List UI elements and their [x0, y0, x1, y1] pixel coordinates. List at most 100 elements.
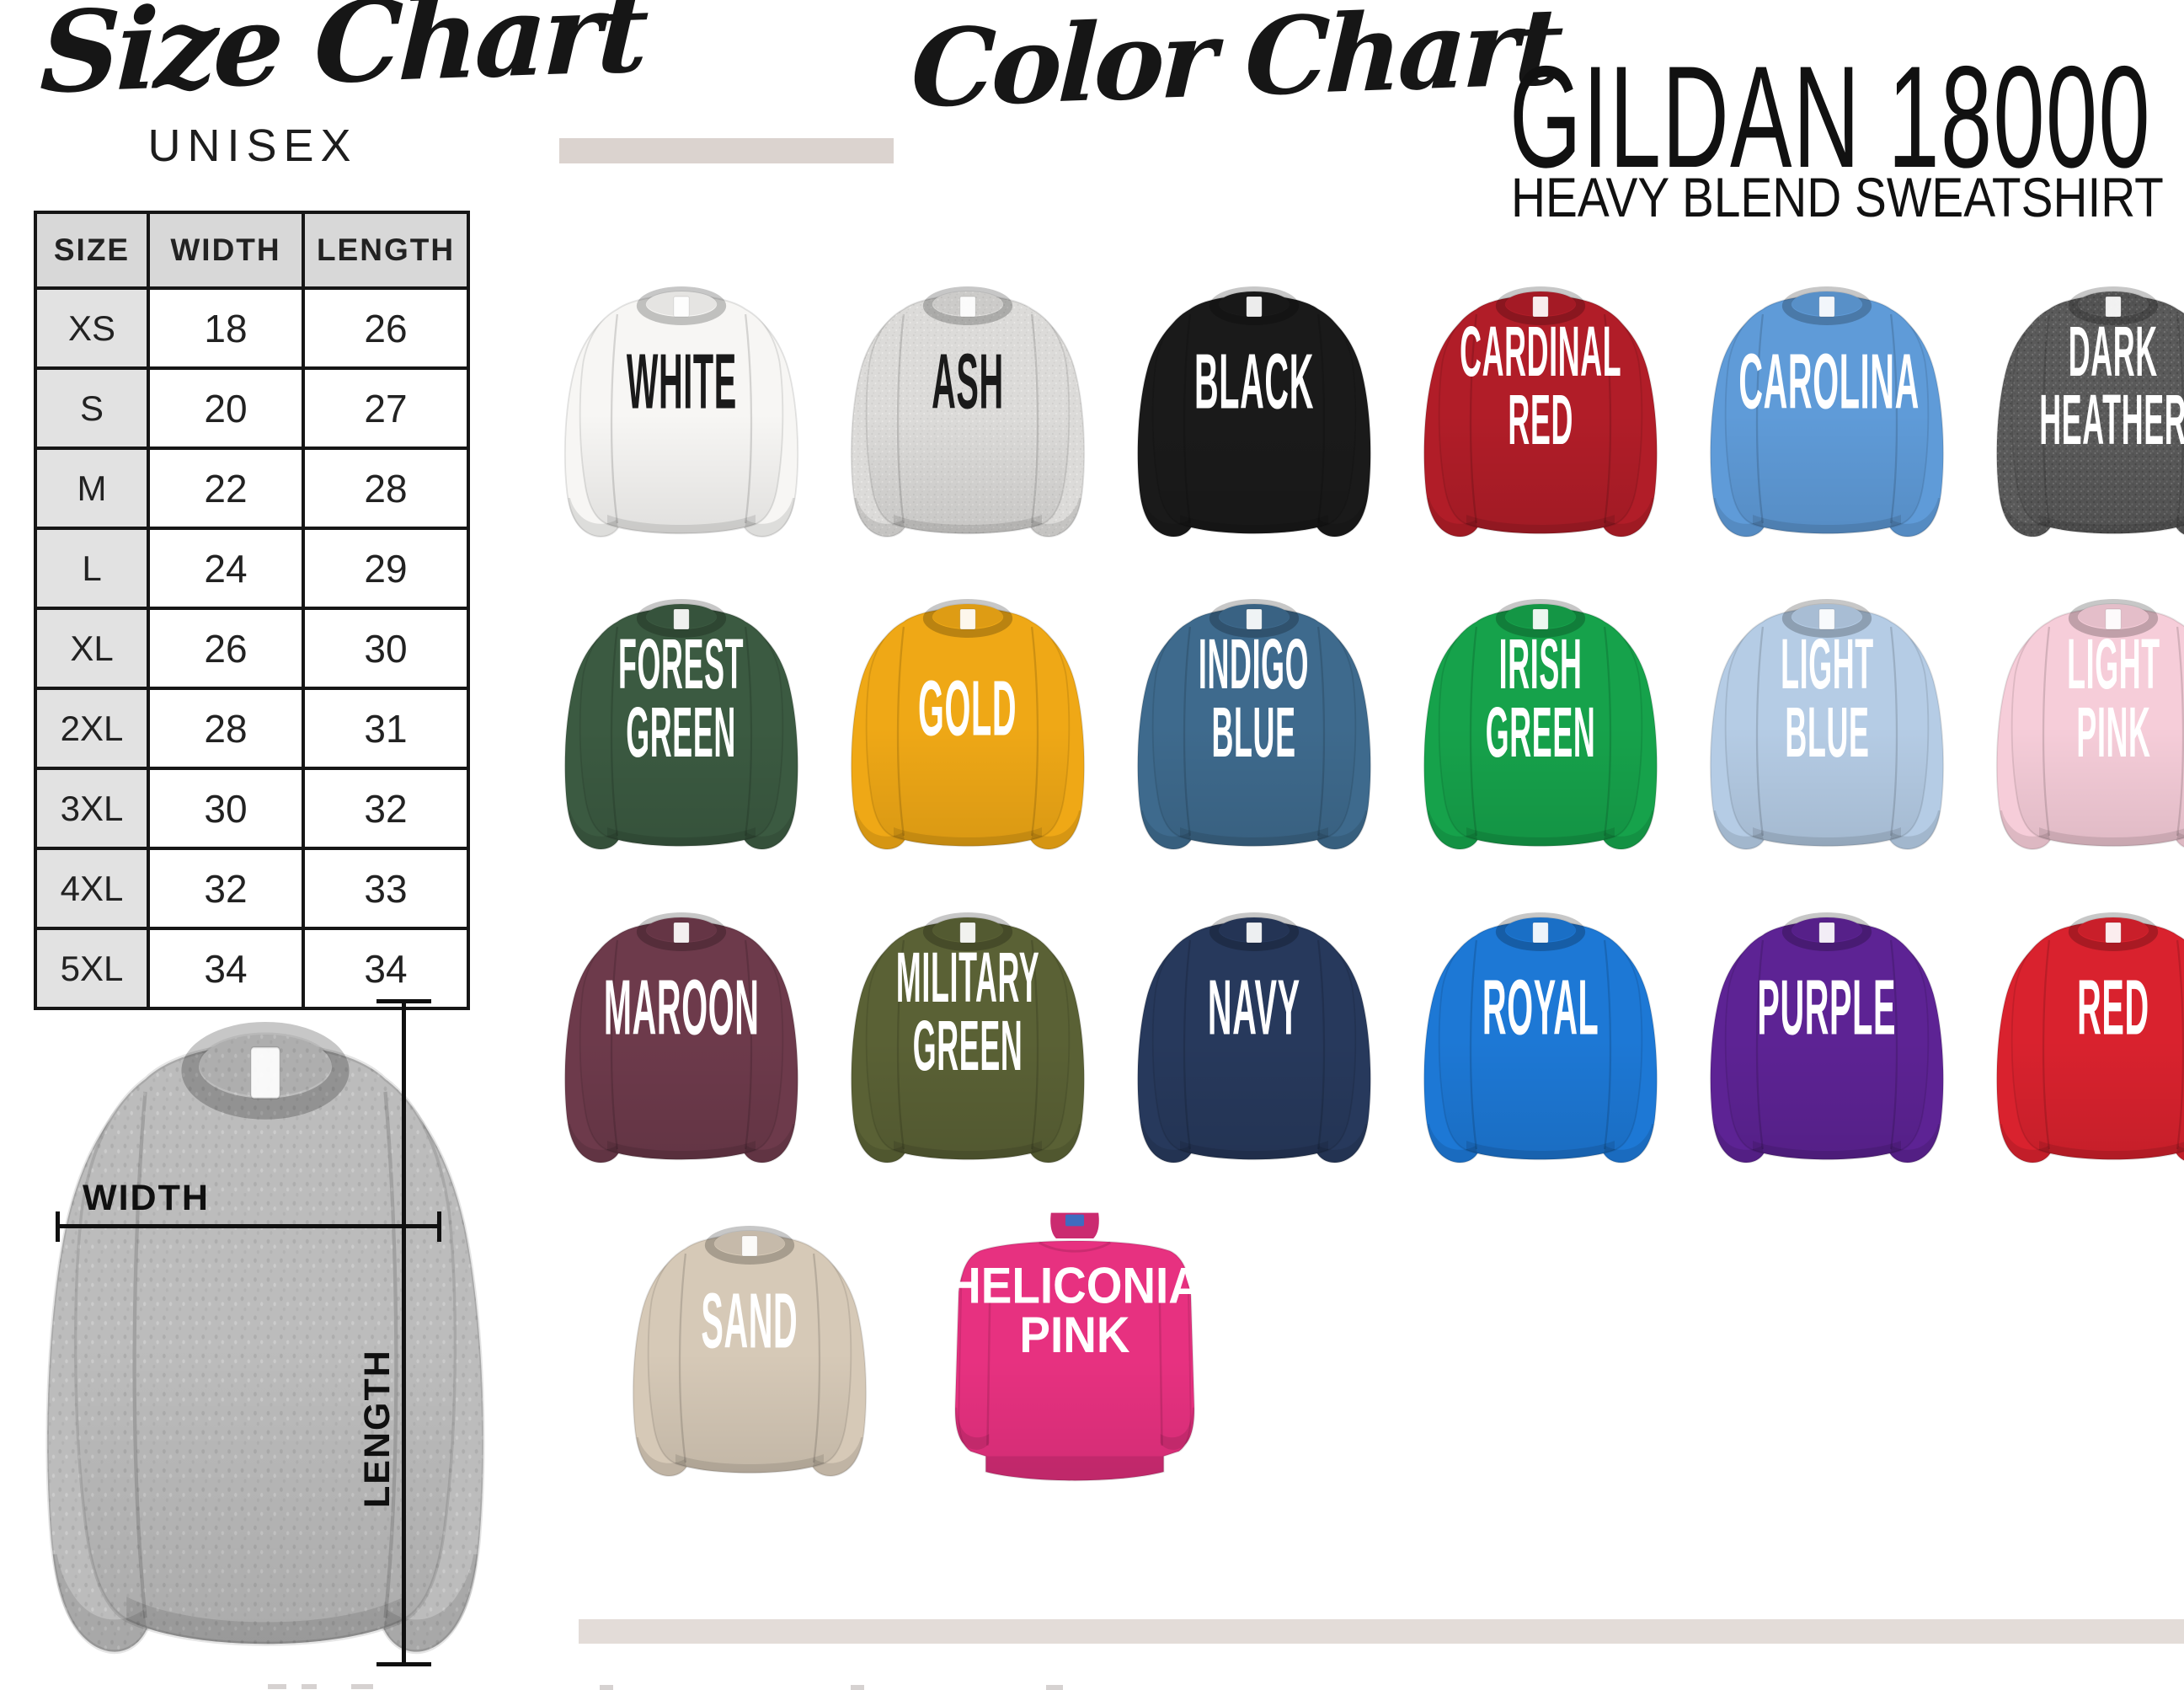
color-name-label: RED — [1974, 970, 2184, 1048]
color-name-text: GOLD — [918, 671, 1017, 749]
width-cell: 26 — [147, 607, 305, 690]
color-name-line: DARK — [2068, 311, 2159, 392]
color-name-label: HELICONIA PINK — [922, 1259, 1227, 1360]
color-name-label: CAROLINA — [1688, 344, 1966, 422]
color-name-text: PURPLE — [1757, 965, 1897, 1052]
color-name-line: SAND — [701, 1278, 798, 1366]
color-name-label: PURPLE — [1688, 970, 1966, 1048]
color-swatch-light-pink: LIGHT PINK — [1974, 578, 2184, 864]
length-cell: 29 — [302, 527, 470, 610]
size-table-row: M 22 28 — [34, 447, 470, 530]
color-name-label: LIGHT PINK — [1974, 628, 2184, 768]
color-swatch-military-green: MILITARY GREEN — [829, 891, 1107, 1178]
size-table-row: L 24 29 — [34, 527, 470, 610]
length-measure-line — [402, 999, 406, 1666]
color-name-line: HEATHER — [2039, 380, 2184, 460]
width-cell: 20 — [147, 366, 305, 450]
measurement-diagram: WIDTH LENGTH — [5, 969, 526, 1690]
color-swatch-carolina: CAROLINA — [1688, 265, 1966, 552]
color-name-label: LIGHT BLUE — [1688, 628, 1966, 768]
size-table-row: 4XL 32 33 — [34, 847, 470, 930]
length-measure-tick-top — [376, 999, 431, 1003]
color-name-label: CARDINAL RED — [1402, 316, 1679, 456]
color-swatch-black: BLACK — [1115, 265, 1393, 552]
color-name-line: MILITARY — [895, 937, 1040, 1018]
color-name-line: NAVY — [1208, 965, 1300, 1052]
color-name-text: INDIGO BLUE — [1199, 628, 1309, 773]
length-cell: 31 — [302, 687, 470, 770]
product-heading: GILDAN 18000 HEAVY BLEND SWEATSHIRT — [1509, 0, 2184, 227]
size-cell: XL — [34, 607, 150, 690]
product-subtitle: HEAVY BLEND SWEATSHIRT — [1511, 166, 2164, 227]
color-name-line: LIGHT — [2066, 623, 2160, 704]
color-name-line: BLUE — [1784, 693, 1870, 773]
decorative-bar-bottom — [579, 1619, 2184, 1644]
length-cell: 32 — [302, 767, 470, 850]
size-cell: S — [34, 366, 150, 450]
gray-sweatshirt-photo — [5, 969, 526, 1690]
color-name-text: WHITE — [626, 344, 736, 422]
color-swatch-purple: PURPLE — [1688, 891, 1966, 1178]
size-table-row: 5XL 34 34 — [34, 927, 470, 1010]
color-swatch-cardinal-red: CARDINAL RED — [1402, 265, 1679, 552]
color-swatch-royal: ROYAL — [1402, 891, 1679, 1178]
color-swatch-white: WHITE — [542, 265, 820, 552]
width-measure-tick-left — [56, 1211, 60, 1242]
color-name-line: PURPLE — [1757, 965, 1897, 1052]
color-name-line: GREEN — [912, 1006, 1023, 1086]
color-name-line: PINK — [1019, 1306, 1130, 1364]
width-cell: 34 — [147, 927, 305, 1010]
size-chart-subtitle: UNISEX — [147, 120, 358, 171]
color-name-label: WHITE — [542, 344, 820, 422]
color-chart-title: Color Chart — [909, 0, 1562, 132]
color-swatch-gold: GOLD — [829, 578, 1107, 864]
color-name-line: GREEN — [626, 693, 737, 773]
length-cell: 33 — [302, 847, 470, 930]
color-name-line: MAROON — [603, 965, 760, 1052]
size-table: SIZE WIDTH LENGTH XS 18 26 S 20 27 M 22 28 L 24 29 XL 26… — [34, 211, 470, 1010]
color-name-line: BLUE — [1211, 693, 1297, 773]
color-name-line: IRISH — [1498, 623, 1583, 704]
color-name-label: ROYAL — [1402, 970, 1679, 1048]
color-name-line: PINK — [2075, 693, 2151, 773]
color-name-label: INDIGO BLUE — [1115, 628, 1393, 768]
color-swatch-red: RED — [1974, 891, 2184, 1178]
color-name-line: HELICONIA — [948, 1256, 1202, 1314]
color-swatch-forest-green: FOREST GREEN — [542, 578, 820, 864]
color-name-line: RED — [2077, 965, 2149, 1052]
size-table-row: XL 26 30 — [34, 607, 470, 690]
size-cell: XS — [34, 286, 150, 370]
size-table-header-row: SIZE WIDTH LENGTH — [34, 211, 470, 290]
size-cell: 5XL — [34, 927, 150, 1010]
color-name-line: CAROLINA — [1738, 339, 1920, 426]
color-name-text: CARDINAL RED — [1460, 316, 1621, 456]
width-measure-tick-right — [437, 1211, 441, 1242]
color-name-label: FOREST GREEN — [542, 628, 820, 768]
color-name-text: BLACK — [1193, 339, 1315, 426]
color-name-text: MILITARY GREEN — [895, 937, 1040, 1086]
color-name-line: BLACK — [1193, 339, 1315, 426]
width-measure-line — [56, 1224, 441, 1228]
color-swatch-heliconia-pink: HELICONIA PINK — [922, 1200, 1227, 1513]
color-name-text: SAND — [701, 1278, 798, 1366]
color-name-text: LIGHT PINK — [2066, 623, 2160, 773]
length-cell: 26 — [302, 286, 470, 370]
color-name-line: ROYAL — [1482, 965, 1599, 1052]
size-cell: 2XL — [34, 687, 150, 770]
size-table-row: S 20 27 — [34, 366, 470, 450]
color-name-line: LIGHT — [1780, 623, 1874, 704]
color-swatch-irish-green: IRISH GREEN — [1402, 578, 1679, 864]
color-name-text: LIGHT BLUE — [1780, 623, 1874, 773]
color-swatch-maroon: MAROON — [542, 891, 820, 1178]
color-name-text: HELICONIA PINK — [948, 1256, 1202, 1364]
color-name-label: BLACK — [1115, 344, 1393, 422]
color-swatch-indigo-blue: INDIGO BLUE — [1115, 578, 1393, 864]
size-table-header-cell: SIZE — [34, 211, 150, 290]
color-name-text: IRISH GREEN — [1486, 623, 1596, 768]
size-cell: M — [34, 447, 150, 530]
size-table-row: XS 18 26 — [34, 286, 470, 370]
size-cell: 4XL — [34, 847, 150, 930]
length-cell: 27 — [302, 366, 470, 450]
length-cell: 34 — [302, 927, 470, 1010]
